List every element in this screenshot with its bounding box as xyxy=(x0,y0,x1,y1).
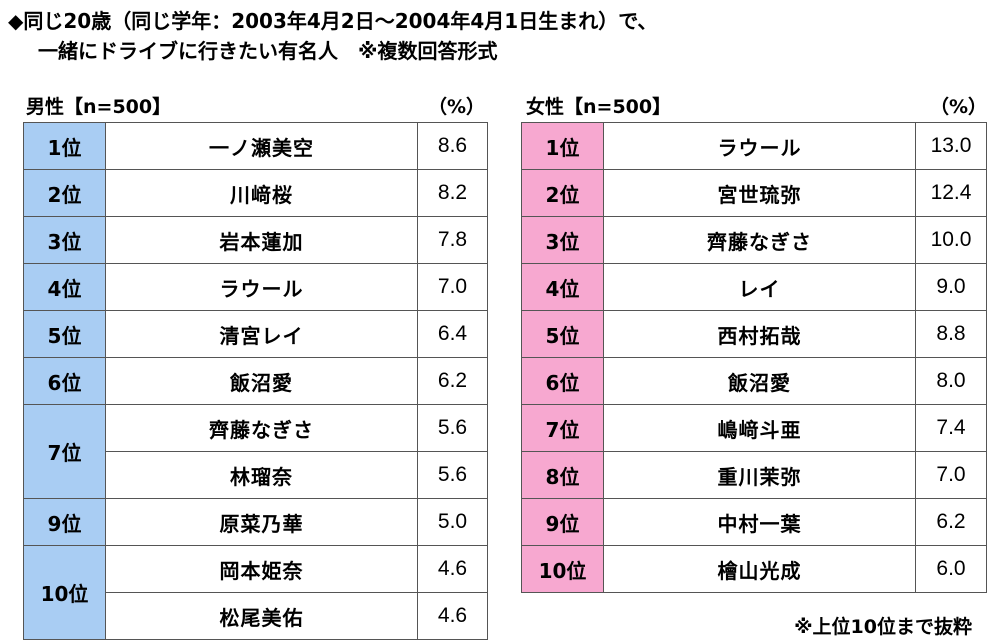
male-name-cell: 清宮レイ xyxy=(105,310,418,358)
female-rank-cell: 3位 xyxy=(521,216,604,264)
table-row: 3位 岩本蓮加 7.8 xyxy=(23,216,488,264)
female-rank-cell: 9位 xyxy=(521,498,604,546)
title-line-2: 一緒にドライブに行きたい有名人 ※複数回答形式 xyxy=(38,39,498,63)
male-value-cell: 5.6 xyxy=(417,451,488,499)
male-rank-cell: 9位 xyxy=(23,498,106,546)
table-row: 1位 一ノ瀬美空 8.6 xyxy=(23,122,488,170)
male-name-cell: 岡本姫奈 xyxy=(105,545,418,593)
male-name-cell: 原菜乃華 xyxy=(105,498,418,546)
male-value-cell: 7.0 xyxy=(417,263,488,311)
male-value-cell: 4.6 xyxy=(417,545,488,593)
table-row: 7位 齊藤なぎさ 5.6 xyxy=(23,404,488,499)
table-row: 8位 重川茉弥 7.0 xyxy=(521,451,987,499)
female-value-cell: 6.0 xyxy=(915,545,987,593)
male-name-cell: ラウール xyxy=(105,263,418,311)
male-name-cell: 林瑠奈 xyxy=(105,451,418,499)
male-rank-cell: 1位 xyxy=(23,122,106,170)
chart-title: ◆同じ20歳（同じ学年：2003年4月2日～2004年4月1日生まれ）で、 一緒… xyxy=(8,6,657,66)
male-rank-cell: 3位 xyxy=(23,216,106,264)
female-rank-cell: 6位 xyxy=(521,357,604,405)
male-name-cell: 飯沼愛 xyxy=(105,357,418,405)
table-row: 6位 飯沼愛 8.0 xyxy=(521,357,987,405)
male-rank-cell: 5位 xyxy=(23,310,106,358)
male-rank-cell: 10位 xyxy=(23,545,106,640)
female-value-cell: 12.4 xyxy=(915,169,987,217)
male-value-cell: 6.2 xyxy=(417,357,488,405)
table-row: 6位 飯沼愛 6.2 xyxy=(23,357,488,405)
table-row: 1位 ラウール 13.0 xyxy=(521,122,987,170)
female-rank-cell: 7位 xyxy=(521,404,604,452)
table-row: 2位 宮世琉弥 12.4 xyxy=(521,169,987,217)
table-row: 松尾美佑 4.6 xyxy=(24,592,488,640)
table-row: 5位 西村拓哉 8.8 xyxy=(521,310,987,358)
male-rank-cell: 2位 xyxy=(23,169,106,217)
female-value-cell: 7.4 xyxy=(915,404,987,452)
table-row: 2位 川﨑桜 8.2 xyxy=(23,169,488,217)
title-line-1: ◆同じ20歳（同じ学年：2003年4月2日～2004年4月1日生まれ）で、 xyxy=(8,9,658,33)
table-row: 4位 ラウール 7.0 xyxy=(23,263,488,311)
male-name-cell: 岩本蓮加 xyxy=(105,216,418,264)
table-row: 7位 嶋﨑斗亜 7.4 xyxy=(521,404,987,452)
table-row: 10位 檜山光成 6.0 xyxy=(521,545,987,593)
male-unit: （%） xyxy=(428,96,486,118)
female-rank-cell: 8位 xyxy=(521,451,604,499)
table-row: 10位 岡本姫奈 4.6 xyxy=(23,545,488,640)
female-value-cell: 8.8 xyxy=(915,310,987,358)
male-rank-cell: 4位 xyxy=(23,263,106,311)
male-ranking-table: 1位 一ノ瀬美空 8.6 2位 川﨑桜 8.2 3位 岩本蓮加 7.8 4位 ラウール 7.0 5位 清宮… xyxy=(23,122,488,640)
male-rank-cell: 7位 xyxy=(23,404,106,499)
female-value-cell: 13.0 xyxy=(915,122,987,170)
table-row: 9位 原菜乃華 5.0 xyxy=(23,498,488,546)
female-name-cell: 西村拓哉 xyxy=(603,310,916,358)
female-name-cell: 中村一葉 xyxy=(603,498,916,546)
female-name-cell: 檜山光成 xyxy=(603,545,916,593)
female-value-cell: 7.0 xyxy=(915,451,987,499)
footnote: ※上位10位まで抜粋 xyxy=(794,616,972,638)
female-rank-cell: 5位 xyxy=(521,310,604,358)
female-name-cell: 嶋﨑斗亜 xyxy=(603,404,916,452)
female-rank-cell: 1位 xyxy=(521,122,604,170)
table-row: 4位 レイ 9.0 xyxy=(521,263,987,311)
female-name-cell: 宮世琉弥 xyxy=(603,169,916,217)
table-row: 林瑠奈 5.6 xyxy=(24,451,488,499)
female-ranking-table: 1位 ラウール 13.0 2位 宮世琉弥 12.4 3位 齊藤なぎさ 10.0 4位 レイ 9.0 5位… xyxy=(521,122,987,593)
female-header: 女性【n=500】 xyxy=(526,96,672,118)
female-rank-cell: 4位 xyxy=(521,263,604,311)
male-value-cell: 4.6 xyxy=(417,592,488,640)
male-value-cell: 6.4 xyxy=(417,310,488,358)
female-name-cell: 飯沼愛 xyxy=(603,357,916,405)
female-unit: （%） xyxy=(930,96,988,118)
male-rank-cell: 6位 xyxy=(23,357,106,405)
female-value-cell: 6.2 xyxy=(915,498,987,546)
table-row: 3位 齊藤なぎさ 10.0 xyxy=(521,216,987,264)
male-value-cell: 8.6 xyxy=(417,122,488,170)
male-name-cell: 齊藤なぎさ xyxy=(105,404,418,452)
female-name-cell: レイ xyxy=(603,263,916,311)
male-header: 男性【n=500】 xyxy=(26,96,172,118)
male-name-cell: 松尾美佑 xyxy=(105,592,418,640)
male-value-cell: 5.0 xyxy=(417,498,488,546)
female-rank-cell: 10位 xyxy=(521,545,604,593)
male-name-cell: 川﨑桜 xyxy=(105,169,418,217)
female-name-cell: 齊藤なぎさ xyxy=(603,216,916,264)
female-name-cell: ラウール xyxy=(603,122,916,170)
table-row: 9位 中村一葉 6.2 xyxy=(521,498,987,546)
female-value-cell: 10.0 xyxy=(915,216,987,264)
female-rank-cell: 2位 xyxy=(521,169,604,217)
male-value-cell: 7.8 xyxy=(417,216,488,264)
male-name-cell: 一ノ瀬美空 xyxy=(105,122,418,170)
male-value-cell: 8.2 xyxy=(417,169,488,217)
female-value-cell: 8.0 xyxy=(915,357,987,405)
male-value-cell: 5.6 xyxy=(417,404,488,452)
female-value-cell: 9.0 xyxy=(915,263,987,311)
female-name-cell: 重川茉弥 xyxy=(603,451,916,499)
table-row: 5位 清宮レイ 6.4 xyxy=(23,310,488,358)
